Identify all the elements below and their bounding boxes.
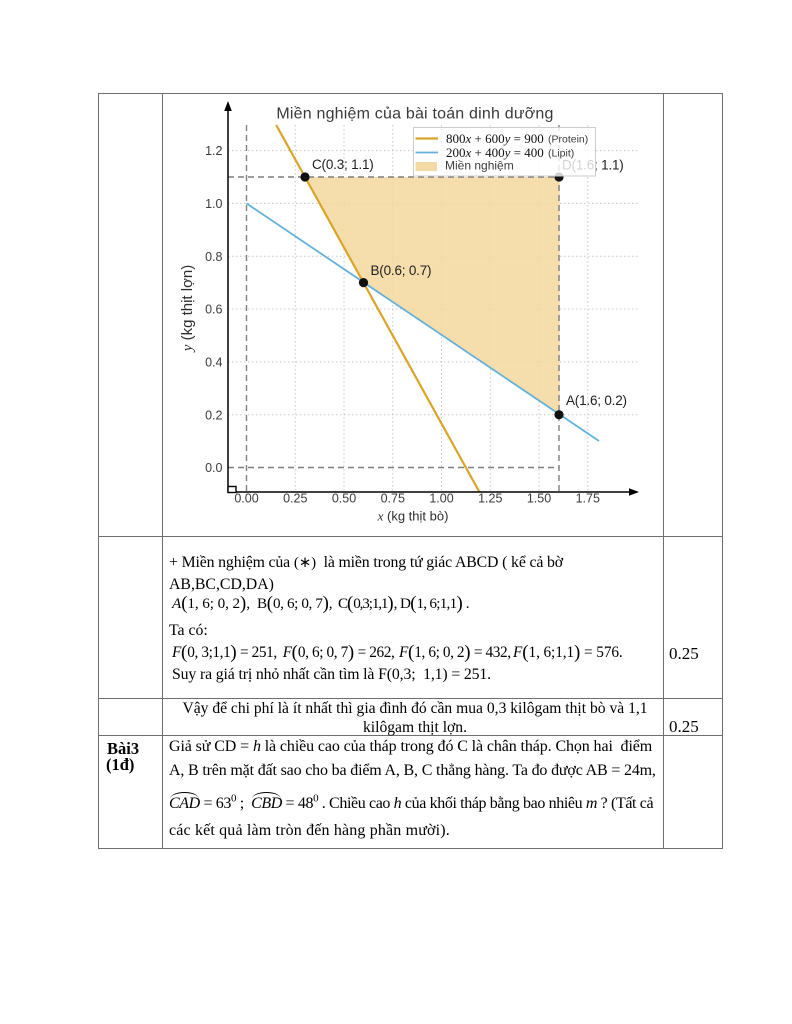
svg-text:1.2: 1.2	[205, 144, 222, 158]
svg-text:0.75: 0.75	[381, 492, 405, 506]
svg-text:C(0.3; 1.1): C(0.3; 1.1)	[312, 157, 374, 172]
svg-text:0.25: 0.25	[283, 492, 307, 506]
svg-text:A(1.6; 0.2): A(1.6; 0.2)	[566, 393, 627, 408]
svg-text:(Lipit): (Lipit)	[548, 148, 574, 160]
svg-text:0.6: 0.6	[205, 303, 222, 317]
svg-text:0.8: 0.8	[205, 250, 222, 264]
svg-text:Miền nghiệm: Miền nghiệm	[445, 159, 514, 173]
svg-text:0.50: 0.50	[332, 492, 356, 506]
svg-text:Miền nghiệm của bài toán dinh: Miền nghiệm của bài toán dinh dưỡng	[276, 106, 553, 123]
svg-text:x (kg thịt bò): x (kg thịt bò)	[377, 509, 449, 524]
svg-text:0.0: 0.0	[205, 461, 222, 475]
svg-text:1.00: 1.00	[429, 492, 453, 506]
svg-text:200x + 400y = 400: 200x + 400y = 400	[446, 145, 544, 160]
svg-text:800x + 600y = 900: 800x + 600y = 900	[446, 131, 544, 146]
svg-text:y (kg thịt lợn): y (kg thịt lợn)	[179, 265, 196, 354]
svg-text:0.00: 0.00	[234, 492, 258, 506]
svg-text:0.2: 0.2	[205, 408, 222, 422]
svg-text:0.4: 0.4	[205, 356, 222, 370]
svg-text:1.25: 1.25	[478, 492, 502, 506]
svg-text:1.0: 1.0	[205, 197, 222, 211]
svg-text:1.75: 1.75	[576, 492, 600, 506]
svg-text:(Protein): (Protein)	[548, 134, 588, 146]
svg-text:B(0.6; 0.7): B(0.6; 0.7)	[371, 263, 432, 278]
svg-text:1.50: 1.50	[527, 492, 551, 506]
